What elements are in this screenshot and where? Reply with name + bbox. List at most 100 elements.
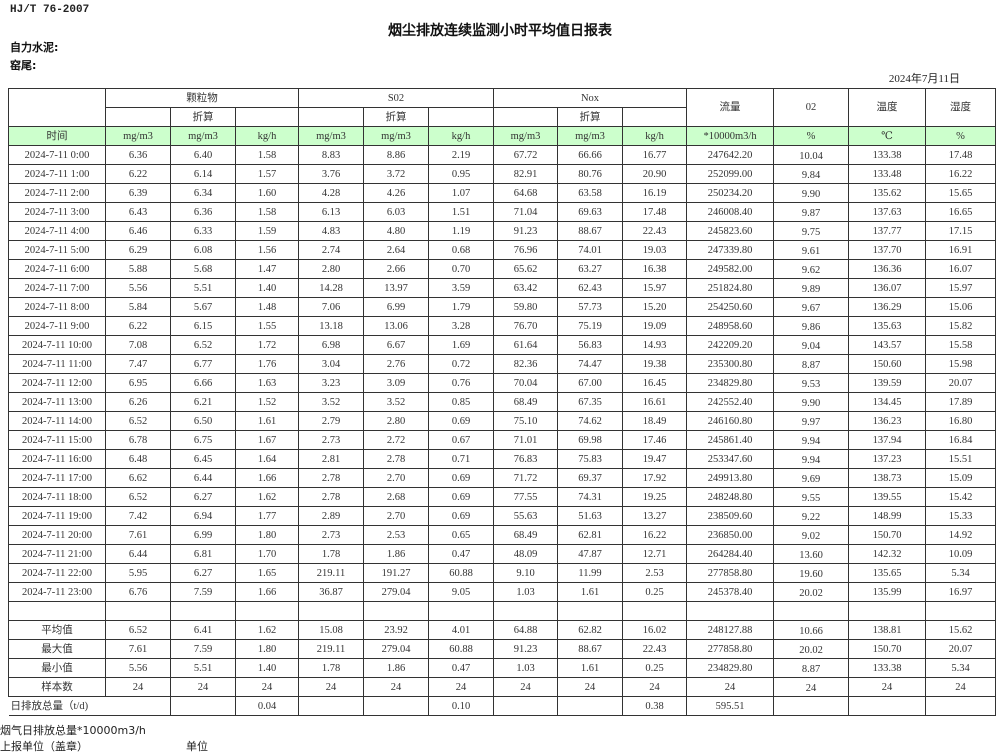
unit-header: % [925,126,997,146]
value-cell: 67.72 [493,145,559,165]
table-row: 2024-7-11 1:00 6.22 6.14 1.57 3.76 3.72 0.95 82… [8,164,997,184]
summary-value: 24 [493,677,559,697]
unit-header: kg/h [622,126,688,146]
value-cell: 16.22 [925,164,997,184]
summary-value: 6.52 [105,620,171,640]
summary-value: 24 [686,677,775,697]
table-row: 2024-7-11 23:00 6.76 7.59 1.66 36.87 279.04 9.… [8,582,997,602]
summary-value: 24 [170,677,236,697]
value-cell: 238509.60 [686,506,775,526]
value-cell: 2.72 [363,430,430,450]
value-cell: 60.88 [428,563,495,583]
table-row: 2024-7-11 22:00 5.95 6.27 1.65 219.11 191.27 6… [8,563,997,583]
summary-value: 1.61 [557,658,624,678]
value-cell: 16.91 [925,240,997,260]
value-cell: 5.34 [925,563,997,583]
value-cell: 9.69 [773,468,850,488]
location-label: 窑尾: [10,59,37,72]
value-cell: 15.97 [925,278,997,298]
value-cell: 0.69 [428,411,495,431]
summary-label: 平均值 [8,620,106,640]
value-cell: 247642.20 [686,145,775,165]
value-cell: 1.66 [234,468,300,488]
value-cell: 2.53 [622,563,688,583]
value-cell: 5.51 [170,278,236,298]
summary-value: 88.67 [557,639,624,659]
value-cell: 0.95 [428,164,495,184]
value-cell: 135.63 [848,316,927,336]
value-cell: 19.60 [773,563,850,583]
daily-total-value: 595.51 [686,696,775,716]
header-blank [622,107,688,127]
value-cell: 2.78 [298,468,365,488]
value-cell: 2.81 [298,449,365,469]
value-cell: 7.47 [105,354,171,374]
value-cell: 1.58 [234,202,300,222]
value-cell: 7.06 [298,297,365,317]
value-cell: 19.09 [622,316,688,336]
value-cell: 19.03 [622,240,688,260]
summary-value: 4.01 [428,620,495,640]
header-row-groups: 颗粒物 S02 Nox 流量 02 温度 湿度 [8,88,997,127]
value-cell: 76.96 [493,240,559,260]
value-cell: 69.98 [557,430,624,450]
value-cell: 68.49 [493,525,559,545]
header-blank [105,107,171,127]
value-cell: 277858.80 [686,563,775,583]
value-cell: 63.27 [557,259,624,279]
value-cell: 9.90 [773,183,850,203]
value-cell: 0.76 [428,373,495,393]
unit-header: mg/m3 [170,126,236,146]
value-cell: 6.39 [105,183,171,203]
value-cell: 2.78 [298,487,365,507]
summary-value: 1.40 [234,658,300,678]
summary-value: 1.62 [234,620,300,640]
value-cell: 65.62 [493,259,559,279]
time-cell: 2024-7-11 17:00 [8,468,106,488]
value-cell: 15.65 [925,183,997,203]
value-cell: 219.11 [298,563,365,583]
report-date: 2024年7月11日 [888,73,960,85]
empty-cell [493,601,559,621]
daily-total-value [298,696,365,716]
value-cell: 150.70 [848,525,927,545]
value-cell: 6.21 [170,392,236,412]
value-cell: 1.78 [298,544,365,564]
value-cell: 74.47 [557,354,624,374]
value-cell: 15.33 [925,506,997,526]
summary-value: 138.81 [848,620,927,640]
value-cell: 6.27 [170,563,236,583]
value-cell: 6.50 [170,411,236,431]
value-cell: 9.84 [773,164,850,184]
time-cell: 2024-7-11 3:00 [8,202,106,222]
value-cell: 6.15 [170,316,236,336]
flue-gas-total-label: 烟气日排放总量*10000m3/h [0,724,146,737]
unit-header: mg/m3 [557,126,624,146]
value-cell: 1.47 [234,259,300,279]
summary-value: 24 [428,677,495,697]
value-cell: 1.79 [428,297,495,317]
value-cell: 1.70 [234,544,300,564]
value-cell: 1.48 [234,297,300,317]
value-cell: 6.14 [170,164,236,184]
unit-header: mg/m3 [493,126,559,146]
value-cell: 6.22 [105,164,171,184]
time-cell: 2024-7-11 16:00 [8,449,106,469]
value-cell: 10.04 [773,145,850,165]
value-cell: 248248.80 [686,487,775,507]
value-cell: 48.09 [493,544,559,564]
value-cell: 13.18 [298,316,365,336]
standard-code: HJ/T 76-2007 [10,4,90,16]
time-cell: 2024-7-11 6:00 [8,259,106,279]
summary-value: 1.78 [298,658,365,678]
value-cell: 135.65 [848,563,927,583]
reporting-unit-label: 上报单位（盖章） [0,740,88,753]
table-row: 2024-7-11 12:00 6.95 6.66 1.63 3.23 3.09 0.76 7… [8,373,997,393]
empty-cell [105,601,171,621]
value-cell: 1.76 [234,354,300,374]
value-cell: 9.53 [773,373,850,393]
value-cell: 6.40 [170,145,236,165]
table-row: 2024-7-11 4:00 6.46 6.33 1.59 4.83 4.80 1.19 91… [8,221,997,241]
value-cell: 75.19 [557,316,624,336]
value-cell: 7.59 [170,582,236,602]
